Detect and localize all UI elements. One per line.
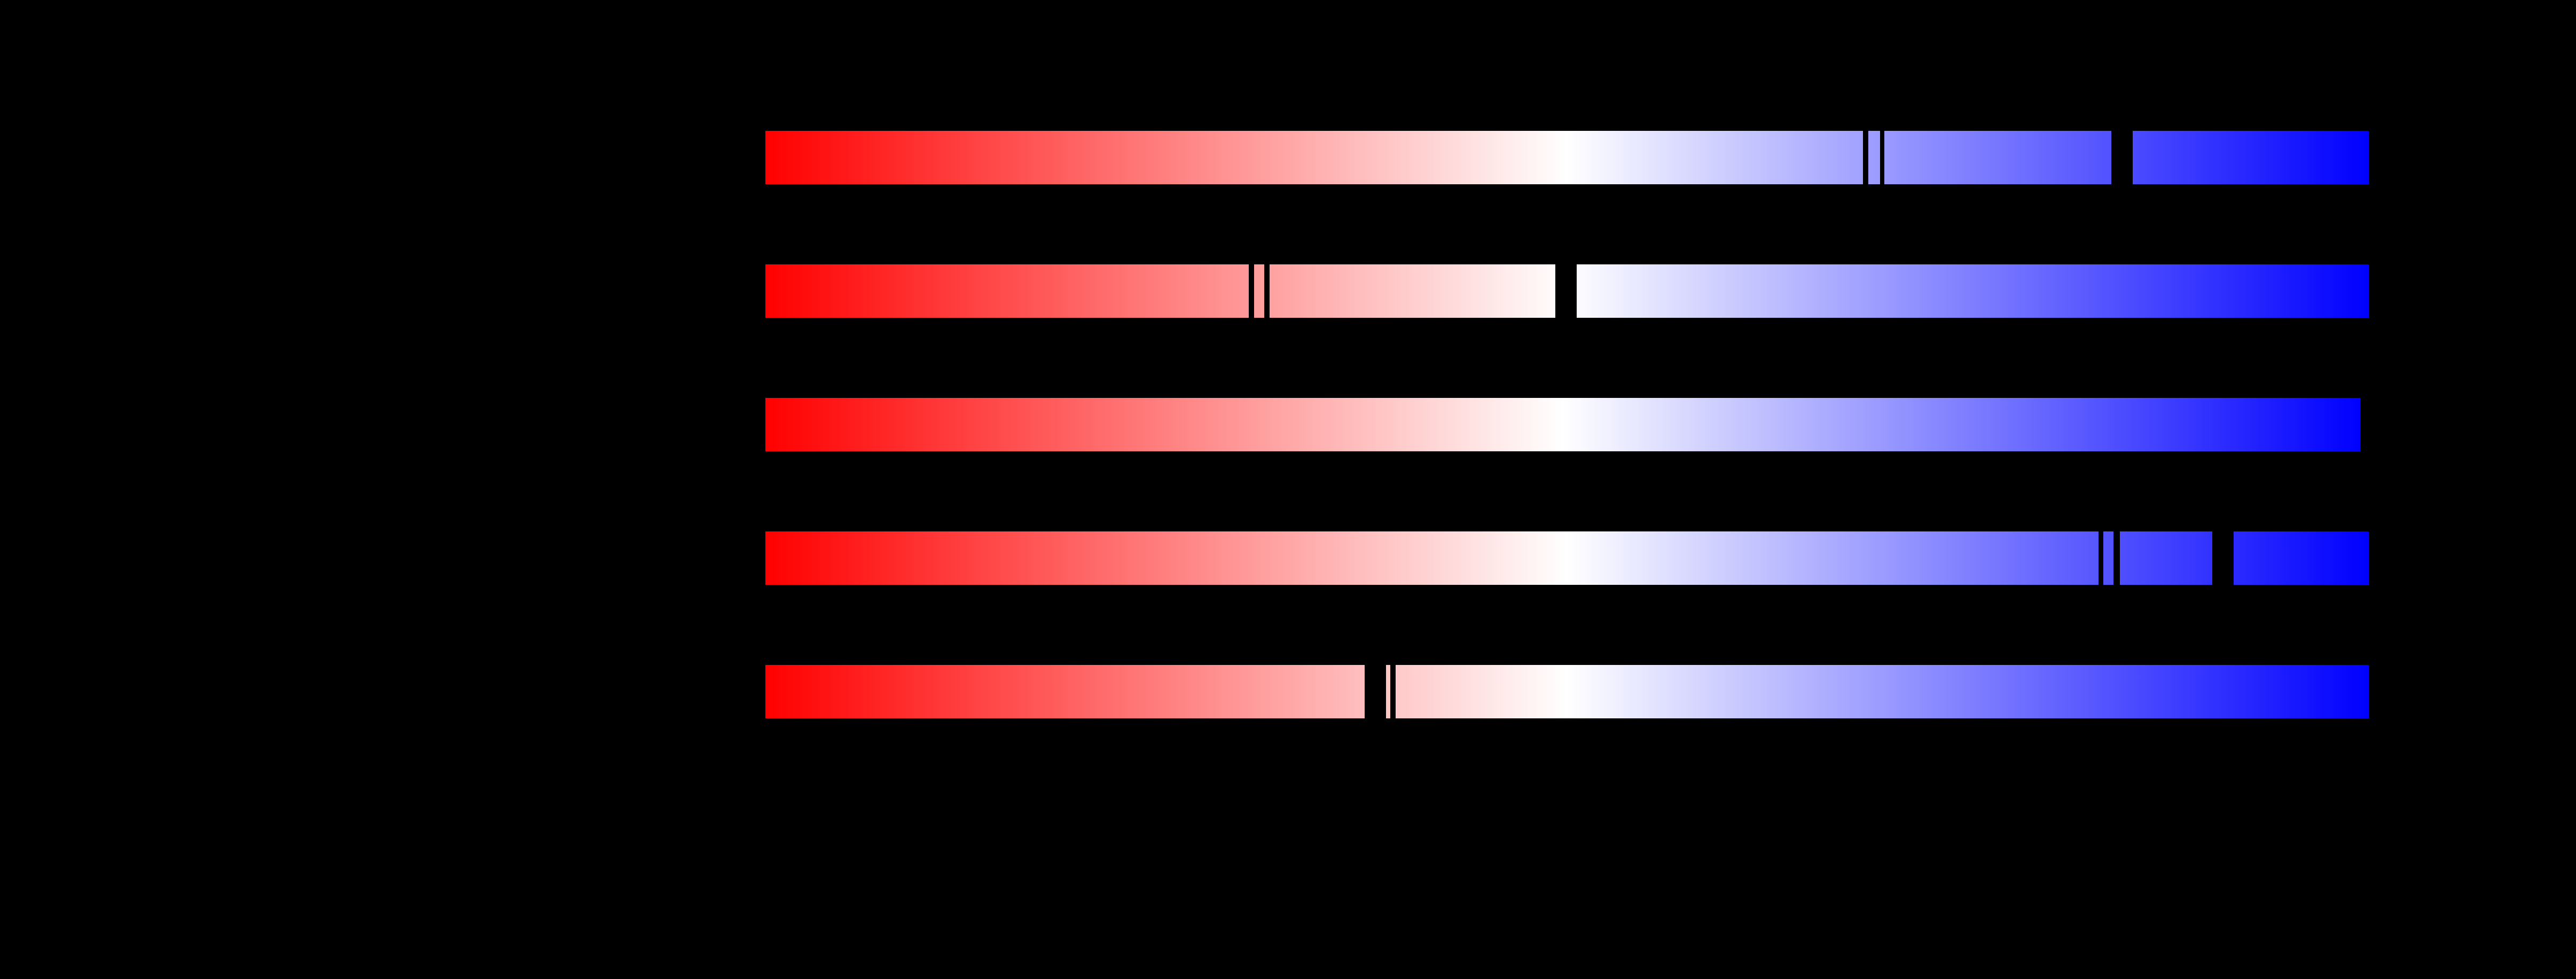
interval-marker — [1390, 665, 1396, 718]
interval-marker — [2113, 531, 2120, 585]
gradient-bar-row-2 — [765, 264, 2369, 318]
interval-marker — [1863, 131, 1868, 184]
interval-marker — [1264, 264, 1270, 318]
gradient-bar-row-5 — [765, 665, 2369, 718]
interval-marker — [2111, 131, 2133, 184]
gradient-bar-row-1 — [765, 131, 2369, 184]
interval-marker — [1249, 264, 1254, 318]
interval-marker — [1880, 131, 1884, 184]
interval-marker — [2212, 531, 2234, 585]
interval-marker — [2099, 531, 2103, 585]
interval-marker — [1365, 665, 1386, 718]
gradient-bar-row-3 — [765, 398, 2360, 451]
interval-marker — [1555, 264, 1577, 318]
gradient-bar-row-4 — [765, 531, 2369, 585]
